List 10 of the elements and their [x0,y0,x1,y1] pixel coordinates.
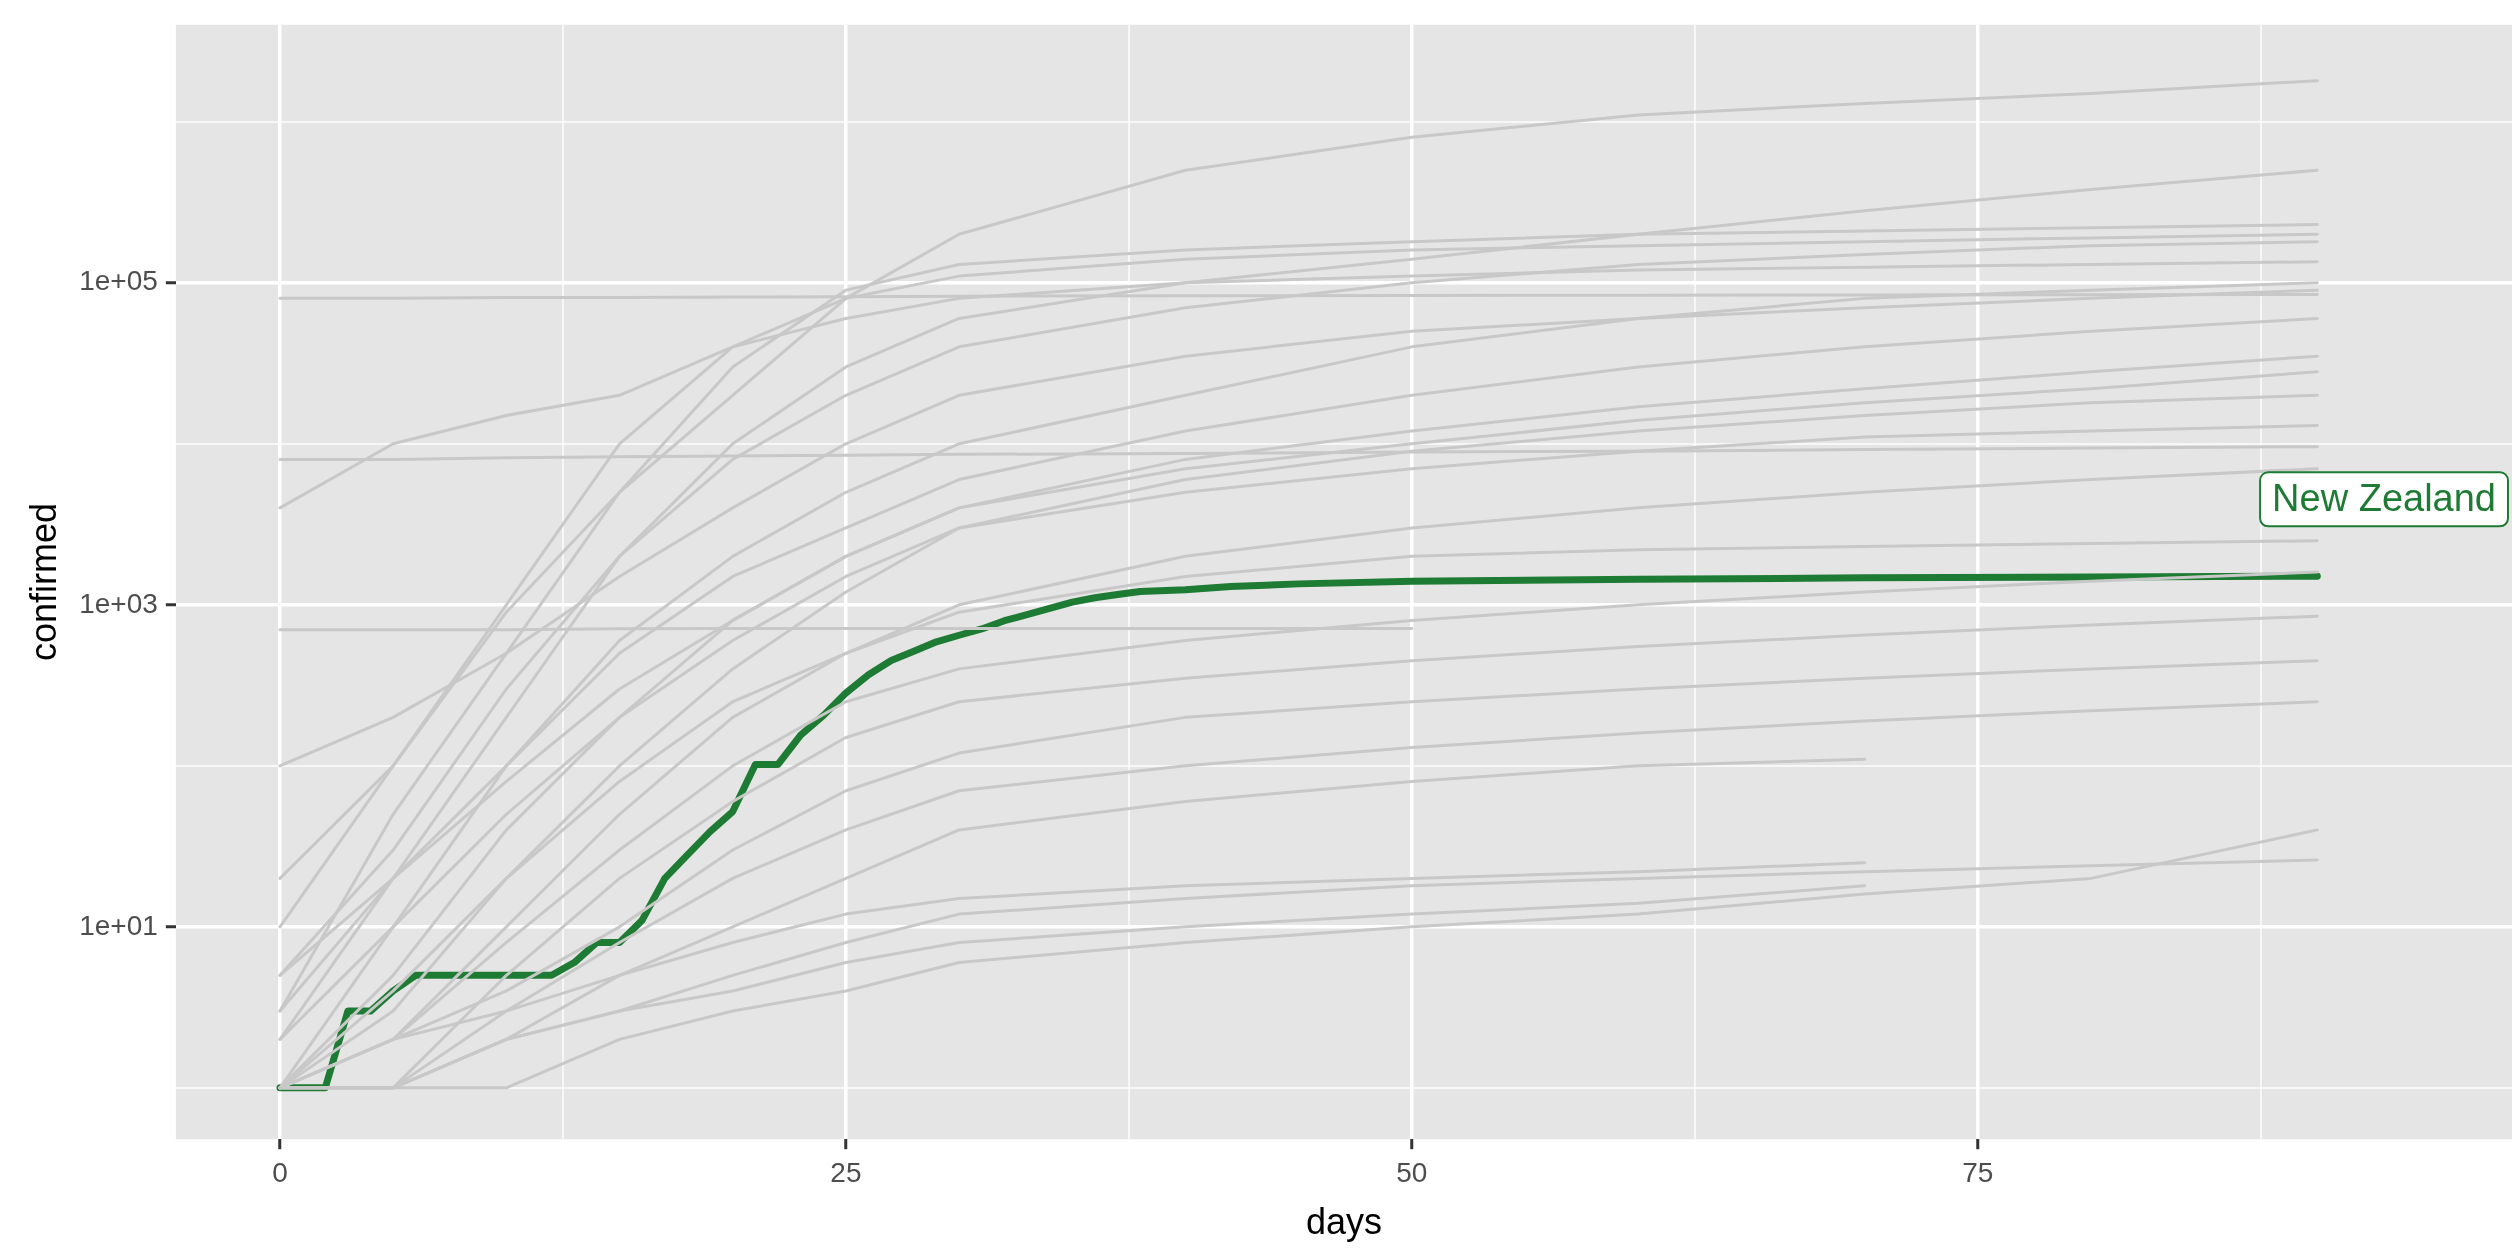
x-tick-label: 75 [1962,1156,1994,1188]
x-tick-label: 0 [272,1156,288,1188]
x-tick-label: 50 [1396,1156,1428,1188]
y-axis-title: confirmed [22,502,64,662]
y-tick-label: 1e+03 [79,587,158,619]
x-axis-title: days [1305,1201,1382,1243]
y-tick-label: 1e+01 [79,909,158,941]
x-tick-label: 25 [830,1156,862,1188]
y-tick-label: 1e+05 [79,265,158,297]
annotation: New Zealand [2272,476,2497,519]
